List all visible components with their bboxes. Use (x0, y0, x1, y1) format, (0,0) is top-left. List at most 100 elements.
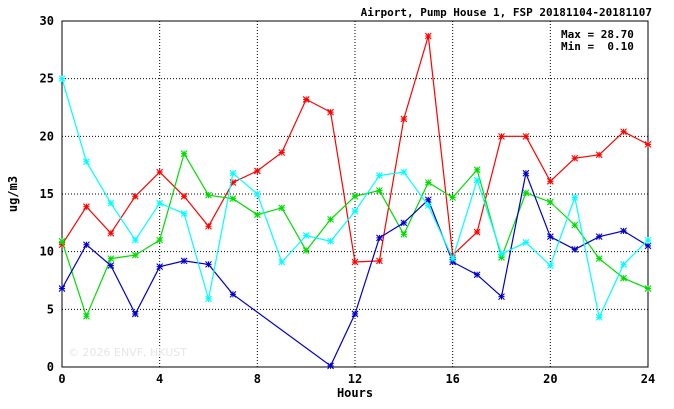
data-point (400, 219, 408, 227)
data-point (620, 274, 627, 282)
data-point (376, 234, 383, 242)
data-point (473, 166, 481, 174)
data-point (400, 230, 408, 238)
data-point (449, 255, 457, 262)
data-point (595, 314, 603, 321)
data-point (424, 179, 432, 186)
data-point (400, 168, 408, 176)
data-point (595, 233, 603, 241)
x-tick-label: 20 (543, 372, 557, 386)
data-point (351, 207, 359, 215)
data-point (449, 194, 457, 201)
data-point (131, 251, 139, 259)
data-point (83, 312, 90, 320)
data-point (107, 255, 115, 262)
data-point (546, 198, 554, 206)
data-point (351, 192, 359, 200)
data-point (351, 310, 359, 318)
x-tick-label: 12 (348, 372, 362, 386)
data-point (498, 132, 505, 140)
data-point (156, 199, 164, 207)
y-tick-label: 25 (40, 72, 54, 86)
x-axis-label: Hours (337, 386, 373, 400)
x-tick-label: 4 (156, 372, 163, 386)
x-axis-ticks: 0 4 8 12 16 20 24 (58, 372, 655, 386)
data-point (278, 204, 286, 212)
data-point (180, 210, 188, 217)
data-point (302, 247, 310, 254)
chart-title: Airport, Pump House 1, FSP 20181104-2018… (361, 6, 652, 19)
data-point (83, 203, 90, 211)
y-tick-label: 0 (47, 360, 54, 374)
x-tick-label: 24 (641, 372, 655, 386)
data-point (424, 202, 432, 209)
data-point (595, 151, 603, 159)
data-point (229, 195, 237, 203)
data-point (205, 191, 212, 199)
data-point (571, 245, 579, 253)
data-point (278, 149, 286, 156)
data-point (131, 192, 139, 200)
data-point (571, 221, 579, 229)
y-tick-label: 20 (40, 129, 54, 143)
data-point (302, 232, 310, 239)
data-point (546, 233, 554, 241)
series-3 (58, 75, 652, 321)
data-point (376, 187, 383, 194)
data-point (278, 258, 286, 266)
data-point (253, 190, 261, 198)
data-point (156, 263, 164, 271)
data-point (620, 128, 627, 136)
data-point (546, 262, 554, 269)
data-point (473, 228, 481, 236)
data-point (571, 194, 579, 201)
data-point (498, 293, 505, 301)
watermark: © 2026 ENVF, HKUST (68, 346, 187, 359)
data-point (473, 271, 481, 279)
data-point (327, 108, 334, 116)
plot-frame (61, 20, 649, 368)
min-label: Min = 0.10 (561, 40, 634, 53)
data-point (522, 169, 530, 177)
x-tick-label: 16 (445, 372, 459, 386)
data-point (522, 239, 530, 246)
data-point (156, 236, 164, 244)
x-tick-label: 8 (254, 372, 261, 386)
y-axis-label: ug/m3 (6, 176, 20, 212)
data-point (205, 222, 212, 230)
grid (62, 21, 648, 367)
data-point (327, 215, 334, 223)
y-tick-label: 10 (40, 245, 54, 259)
data-point (180, 257, 188, 265)
data-point (58, 237, 66, 245)
data-point (205, 295, 212, 303)
data-point (205, 260, 212, 268)
data-point (107, 262, 115, 269)
data-point (156, 168, 164, 176)
data-point (473, 176, 481, 184)
data-point (327, 237, 334, 245)
data-point (180, 150, 188, 158)
y-tick-label: 30 (40, 14, 54, 28)
data-point (58, 75, 66, 83)
y-tick-label: 5 (47, 302, 54, 316)
data-point (58, 285, 66, 292)
series-1 (58, 150, 652, 320)
max-label: Max = 28.70 (561, 28, 634, 41)
data-point (229, 169, 237, 177)
data-point (131, 310, 139, 318)
data-point (180, 192, 188, 200)
data-point (644, 242, 652, 250)
data-point (644, 285, 652, 292)
data-point (571, 154, 579, 162)
data-point (327, 362, 334, 370)
data-point (546, 177, 554, 185)
data-point (498, 250, 505, 258)
data-point (522, 132, 530, 140)
data-point (522, 189, 530, 197)
y-axis-ticks: 0 5 10 15 20 25 30 (40, 14, 54, 374)
data-point (253, 211, 261, 219)
data-point (253, 167, 261, 175)
data-point (83, 158, 90, 166)
